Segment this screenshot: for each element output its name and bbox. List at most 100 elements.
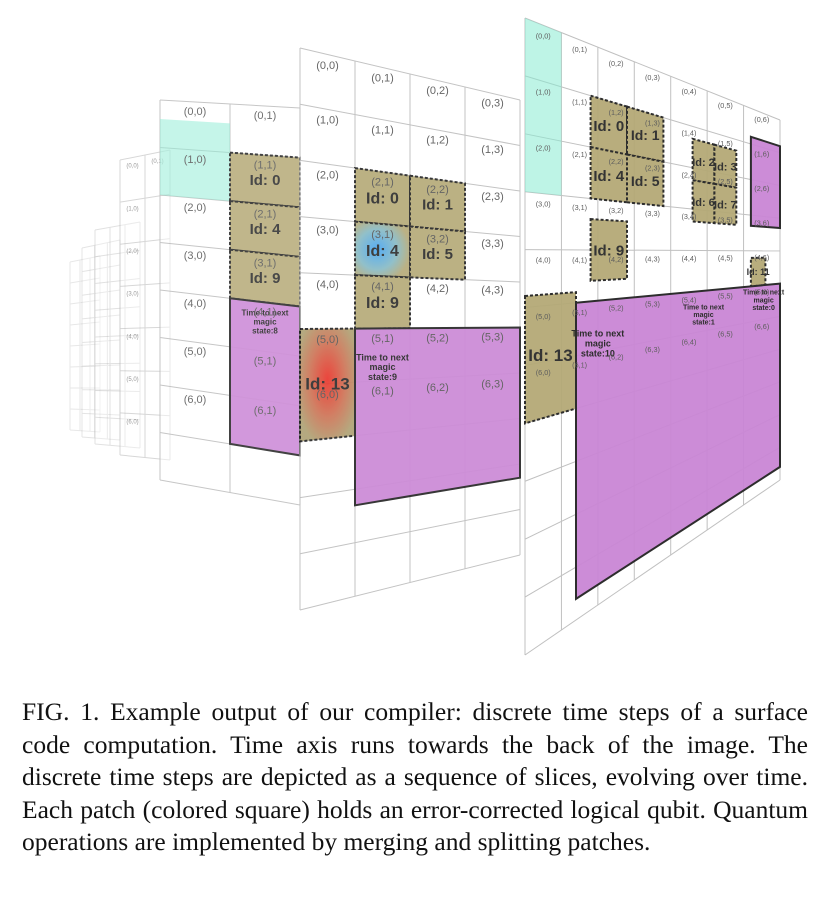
- cell-coordinate-label: (3,4): [681, 212, 696, 221]
- cell-coordinate-label: (2,0): [184, 202, 207, 214]
- cell-coordinate-label: (5,4): [681, 296, 696, 305]
- cell-coordinate-label: (0,1): [572, 45, 587, 54]
- time-slice-5: Id: 0 Id: 1 Id: 4 Id: 5 Id: 9 Id: 13 Time to n…: [299, 47, 521, 611]
- grid-line-row: [81, 239, 121, 249]
- cell-coordinate-label: (4,0): [126, 334, 138, 340]
- patch-id-11-label: Id: 11: [747, 267, 770, 277]
- patch-id-0-label: Id: 0: [366, 191, 399, 208]
- cell-coordinate-label: (6,0): [126, 420, 138, 426]
- patch-id-0-label: Id: 0: [593, 118, 624, 135]
- cell-coordinate-label: (2,1): [254, 208, 277, 220]
- grid-line-row: [94, 249, 141, 258]
- cell-coordinate-label: (0,1): [254, 110, 277, 122]
- magic-state-patch-top: [749, 135, 781, 230]
- cell-coordinate-label: (1,2): [609, 108, 624, 117]
- cell-coordinate-label: (1,2): [426, 134, 449, 146]
- grid-line-row: [94, 443, 141, 449]
- cell-coordinate-label: (3,1): [254, 258, 277, 270]
- cell-coordinate-label: (0,1): [151, 159, 163, 165]
- grid-line-row: [81, 264, 121, 273]
- cell-coordinate-label: (4,3): [481, 285, 504, 297]
- patch-id-1-label: Id: 1: [631, 127, 660, 143]
- cell-coordinate-label: (3,3): [645, 209, 660, 218]
- cell-coordinate-label: (0,2): [609, 59, 624, 68]
- cell-coordinate-label: (5,0): [316, 334, 339, 346]
- cell-coordinate-label: (3,1): [572, 203, 587, 212]
- cell-coordinate-label: (5,1): [572, 308, 587, 317]
- grid-line-row: [119, 412, 171, 417]
- cell-coordinate-label: (3,5): [718, 215, 733, 224]
- grid-line-row: [524, 17, 781, 121]
- grid-line-row: [81, 314, 121, 320]
- grid-line-row: [69, 429, 101, 433]
- cell-coordinate-label: (0,0): [536, 31, 551, 40]
- cell-coordinate-label: (6,3): [645, 345, 660, 354]
- magic-state-patch: [354, 326, 521, 507]
- patch-id-2-label: Id: 2: [692, 157, 715, 169]
- magic-state-label-b: Time to next magic state:1: [683, 304, 725, 326]
- cell-coordinate-label: (3,1): [371, 229, 394, 241]
- cell-coordinate-label: (4,3): [645, 254, 660, 263]
- cell-coordinate-label: (2,3): [481, 191, 504, 203]
- cell-coordinate-label: (6,2): [426, 382, 449, 394]
- cell-coordinate-label: (5,1): [371, 333, 394, 345]
- magic-state-label-c: Time to next magic state:0: [743, 290, 785, 312]
- cell-coordinate-label: (5,0): [536, 312, 551, 321]
- grid-line-row: [159, 99, 301, 109]
- cell-coordinate-label: (1,0): [536, 87, 551, 96]
- cell-coordinate-label: (2,0): [316, 170, 339, 182]
- figure-caption: FIG. 1. Example output of our compiler: …: [22, 697, 808, 856]
- cell-coordinate-label: (1,5): [718, 139, 733, 148]
- grid-line-row: [69, 299, 101, 305]
- patch-id-5-label: Id: 5: [422, 246, 453, 263]
- cell-coordinate-label: (1,3): [481, 144, 504, 156]
- cell-coordinate-label: (5,3): [481, 332, 504, 344]
- patch-id-4-label: Id: 4: [366, 243, 399, 260]
- cell-coordinate-label: (6,1): [371, 385, 394, 397]
- cell-coordinate-label: (0,3): [645, 73, 660, 82]
- cell-coordinate-label: (6,6): [754, 322, 769, 331]
- cell-coordinate-label: (3,0): [316, 224, 339, 236]
- patch-id-13-label: Id: 13: [528, 346, 572, 365]
- patch-id-7-label: Id: 7: [714, 200, 737, 212]
- grid-line-row: [94, 390, 141, 392]
- grid-line-row: [94, 221, 141, 231]
- grid-line-row: [81, 412, 121, 416]
- cell-coordinate-label: (0,2): [426, 85, 449, 97]
- cell-coordinate-label: (1,1): [254, 159, 277, 171]
- grid-line-row: [94, 306, 141, 311]
- cell-coordinate-label: (6,1): [572, 360, 587, 369]
- grid-line-row: [119, 282, 171, 287]
- grid-line-row: [69, 365, 101, 368]
- grid-line-row: [119, 149, 171, 161]
- cell-coordinate-label: (1,0): [316, 115, 339, 127]
- cell-coordinate-label: (5,6): [754, 287, 769, 296]
- teal-patch: [525, 18, 562, 196]
- patch-id-3: [713, 143, 738, 189]
- cell-coordinate-label: (4,1): [371, 281, 394, 293]
- cell-coordinate-label: (5,5): [718, 292, 733, 301]
- grid-line-row: [119, 326, 171, 330]
- cell-coordinate-label: (1,1): [572, 98, 587, 107]
- cell-coordinate-label: (6,0): [536, 368, 551, 377]
- patch-id-4-label: Id: 4: [593, 168, 624, 185]
- grid-line-row: [119, 238, 171, 245]
- cell-coordinate-label: (5,3): [645, 300, 660, 309]
- cell-coordinate-label: (5,0): [126, 377, 138, 383]
- grid-line-row: [159, 479, 301, 506]
- cell-coordinate-label: (2,4): [681, 170, 696, 179]
- cell-coordinate-label: (6,5): [718, 330, 733, 339]
- cell-coordinate-label: (1,4): [681, 129, 696, 138]
- patch-id-3-label: Id: 3: [714, 162, 737, 174]
- cell-coordinate-label: (2,2): [609, 157, 624, 166]
- cell-coordinate-label: (4,0): [536, 256, 551, 265]
- cell-coordinate-label: (1,0): [126, 206, 138, 212]
- cell-coordinate-label: (0,0): [184, 106, 207, 118]
- cell-coordinate-label: (3,3): [481, 238, 504, 250]
- grid-line-row: [299, 103, 521, 146]
- patch-id-4: [589, 145, 628, 204]
- cell-coordinate-label: (6,0): [316, 389, 339, 401]
- cell-coordinate-label: (4,6): [754, 253, 769, 262]
- cell-coordinate-label: (4,0): [184, 298, 207, 310]
